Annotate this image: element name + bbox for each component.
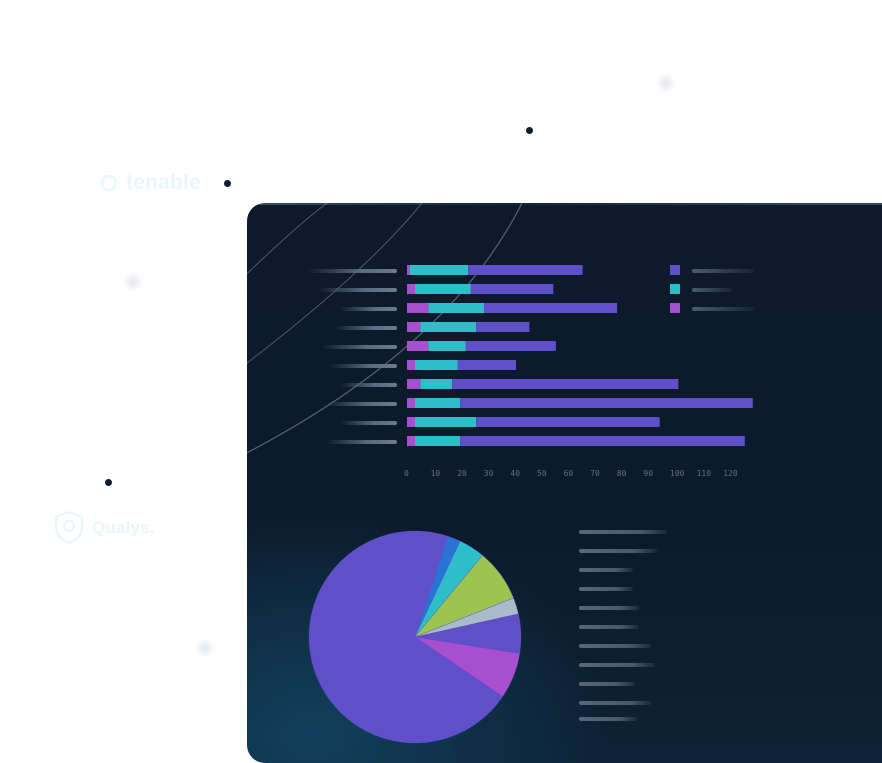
bar-segment-purple <box>465 341 556 351</box>
list-item-placeholder <box>579 549 657 553</box>
bar-segment-teal <box>415 360 458 370</box>
legend-label-placeholder <box>692 288 732 292</box>
decorative-glow <box>123 272 143 292</box>
x-tick-label: 90 <box>643 469 654 478</box>
decorative-glow <box>656 73 676 93</box>
bar-segment-magenta <box>407 341 429 351</box>
bar-segment-teal <box>428 303 485 313</box>
bar-segment-teal <box>428 341 466 351</box>
bar-label-placeholder <box>327 402 397 406</box>
tenable-wordmark: tenable <box>126 171 201 194</box>
bar-segment-magenta <box>407 284 415 294</box>
connector-dot <box>105 479 112 486</box>
bar-segment-purple <box>470 284 554 294</box>
connector-dot <box>526 127 533 134</box>
bar-segment-purple <box>460 436 745 446</box>
connector-dot <box>224 180 231 187</box>
dashboard-panel: 0 10 20 30 40 50 60 70 80 90 100 110 120 <box>247 203 882 763</box>
bar-segment-teal <box>409 265 469 275</box>
bar-label-placeholder <box>341 307 397 311</box>
legend-swatch-teal <box>670 284 680 294</box>
bar-segment-purple <box>460 398 753 408</box>
list-item-placeholder <box>579 701 651 705</box>
bar-segment-teal <box>415 398 461 408</box>
list-item-placeholder <box>579 606 639 610</box>
x-tick-label: 80 <box>616 469 627 478</box>
bar-segment-purple <box>476 322 530 332</box>
bar-segment-purple <box>476 417 660 427</box>
list-item-placeholder <box>579 644 651 648</box>
x-tick-label: 0 <box>404 469 409 478</box>
legend-swatch-magenta <box>670 303 680 313</box>
list-item-placeholder <box>579 663 655 667</box>
bar-segment-teal <box>415 284 471 294</box>
bar-segment-magenta <box>407 398 415 408</box>
bar-segment-teal <box>420 322 477 332</box>
x-tick-label: 100 <box>670 469 685 478</box>
x-tick-label: 20 <box>457 469 467 478</box>
bar-segment-teal <box>415 436 461 446</box>
bar-label-placeholder <box>309 269 397 273</box>
bar-label-placeholder <box>319 288 397 292</box>
list-item-placeholder <box>579 717 637 721</box>
x-tick-label: 60 <box>563 469 574 478</box>
list-item-placeholder <box>579 568 633 572</box>
bar-segment-magenta <box>407 379 421 389</box>
bar-label-placeholder <box>331 364 397 368</box>
legend-label-placeholder <box>692 307 754 311</box>
bar-segment-magenta <box>407 303 429 313</box>
legend-label-placeholder <box>692 269 754 273</box>
legend-swatch-purple <box>670 265 680 275</box>
bar-label-placeholder <box>335 326 397 330</box>
tenable-mark-icon <box>100 174 118 192</box>
bar-segment-purple <box>484 303 618 313</box>
x-tick-label: 10 <box>430 469 441 478</box>
bar-segment-magenta <box>407 360 415 370</box>
bar-label-placeholder <box>341 421 397 425</box>
bar-segment-teal <box>420 379 453 389</box>
x-tick-label: 120 <box>723 469 738 478</box>
bar-segment-magenta <box>407 417 415 427</box>
bar-label-placeholder <box>327 440 397 444</box>
x-tick-label: 70 <box>590 469 600 478</box>
bar-segment-teal <box>415 417 477 427</box>
bar-segment-purple <box>468 265 583 275</box>
list-item-placeholder <box>579 682 635 686</box>
bar-chart: 0 10 20 30 40 50 60 70 80 90 100 110 120 <box>247 203 882 493</box>
list-item-placeholder <box>579 625 639 629</box>
x-tick-label: 110 <box>696 469 712 478</box>
qualys-shield-icon <box>55 510 83 545</box>
list-item-placeholder <box>579 587 633 591</box>
bar-segment-purple <box>457 360 516 370</box>
bar-segment-magenta <box>407 436 415 446</box>
list-item-placeholder <box>579 530 667 534</box>
bar-segment-magenta <box>407 322 421 332</box>
x-tick-label: 50 <box>537 469 547 478</box>
decorative-glow <box>195 638 215 658</box>
bar-segment-magenta <box>407 265 410 275</box>
qualys-wordmark: Qualys. <box>92 518 155 537</box>
x-tick-label: 40 <box>510 469 521 478</box>
x-tick-label: 30 <box>483 469 494 478</box>
bar-label-placeholder <box>341 383 397 387</box>
pie-chart <box>308 530 522 744</box>
bar-segment-purple <box>452 379 679 389</box>
bar-plot <box>407 265 753 446</box>
bar-label-placeholder <box>323 345 397 349</box>
